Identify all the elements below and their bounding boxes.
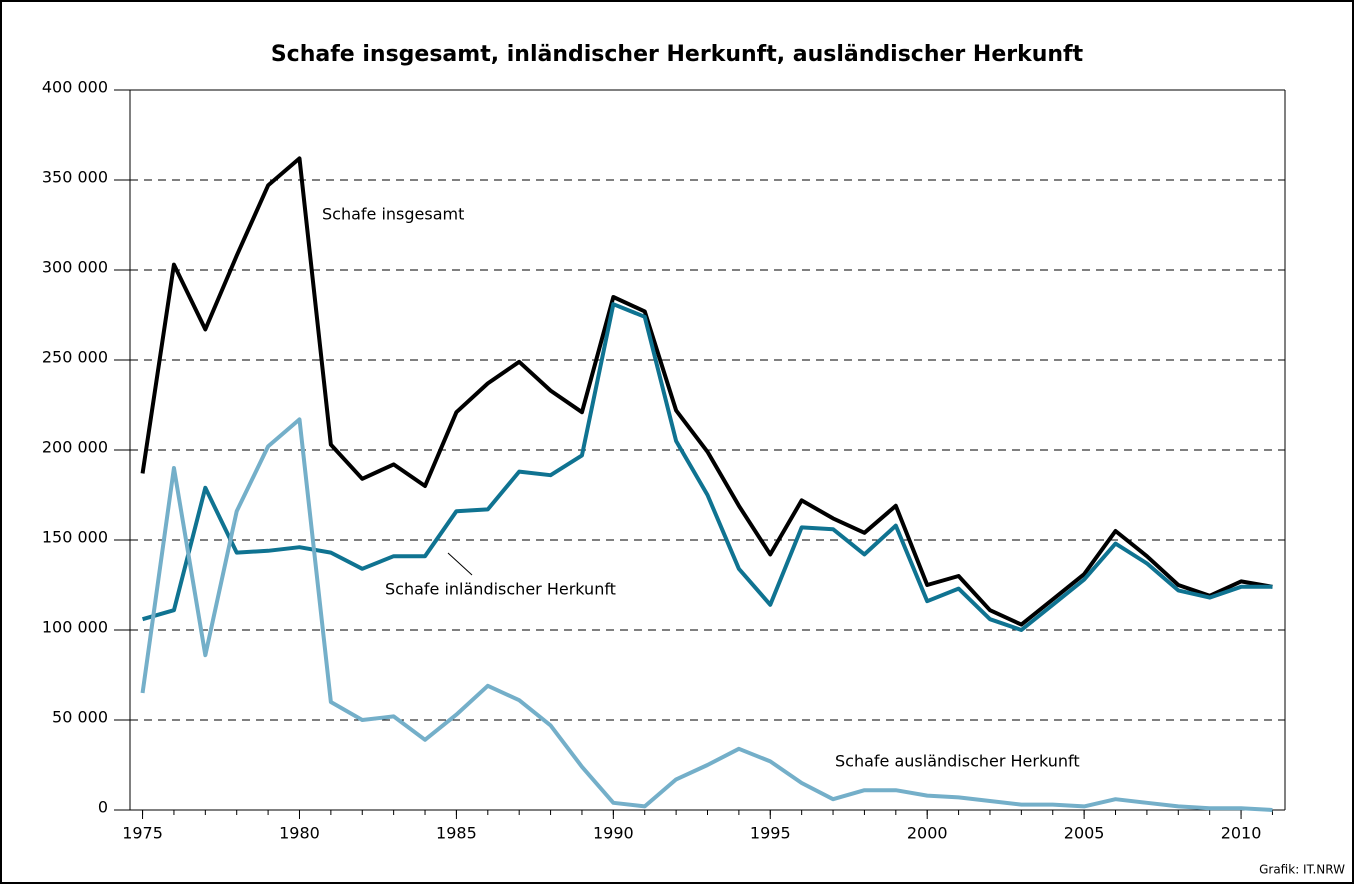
y-tick-label: 100 000 — [42, 618, 108, 637]
x-tick-label: 2010 — [1221, 824, 1262, 843]
series-label: Schafe ausländischer Herkunft — [835, 752, 1080, 771]
series-label: Schafe inländischer Herkunft — [385, 580, 616, 599]
series-line — [142, 302, 1273, 632]
series-line — [140, 417, 1273, 812]
y-tick-label: 150 000 — [42, 528, 108, 547]
chart-title: Schafe insgesamt, inländischer Herkunft,… — [271, 42, 1084, 67]
y-tick-label: 350 000 — [42, 168, 108, 187]
x-tick-label: 2000 — [907, 824, 948, 843]
x-tick-label: 1985 — [436, 824, 477, 843]
x-tick-label: 1990 — [593, 824, 634, 843]
x-tick-label: 1980 — [279, 824, 320, 843]
source: Grafik: IT.NRW — [1259, 863, 1345, 877]
y-tick-label: 0 — [98, 798, 108, 817]
series-line — [140, 156, 1273, 627]
series-label: Schafe insgesamt — [322, 205, 464, 224]
x-tick-label: 1995 — [750, 824, 791, 843]
y-tick-label: 250 000 — [42, 348, 108, 367]
y-tick-label: 200 000 — [42, 438, 108, 457]
x-tick-label: 2005 — [1064, 824, 1105, 843]
x-tick-label: 1975 — [122, 824, 163, 843]
leader-line — [447, 552, 473, 576]
y-tick-label: 50 000 — [52, 708, 108, 727]
y-tick-label: 300 000 — [42, 258, 108, 277]
y-tick-label: 400 000 — [42, 78, 108, 97]
